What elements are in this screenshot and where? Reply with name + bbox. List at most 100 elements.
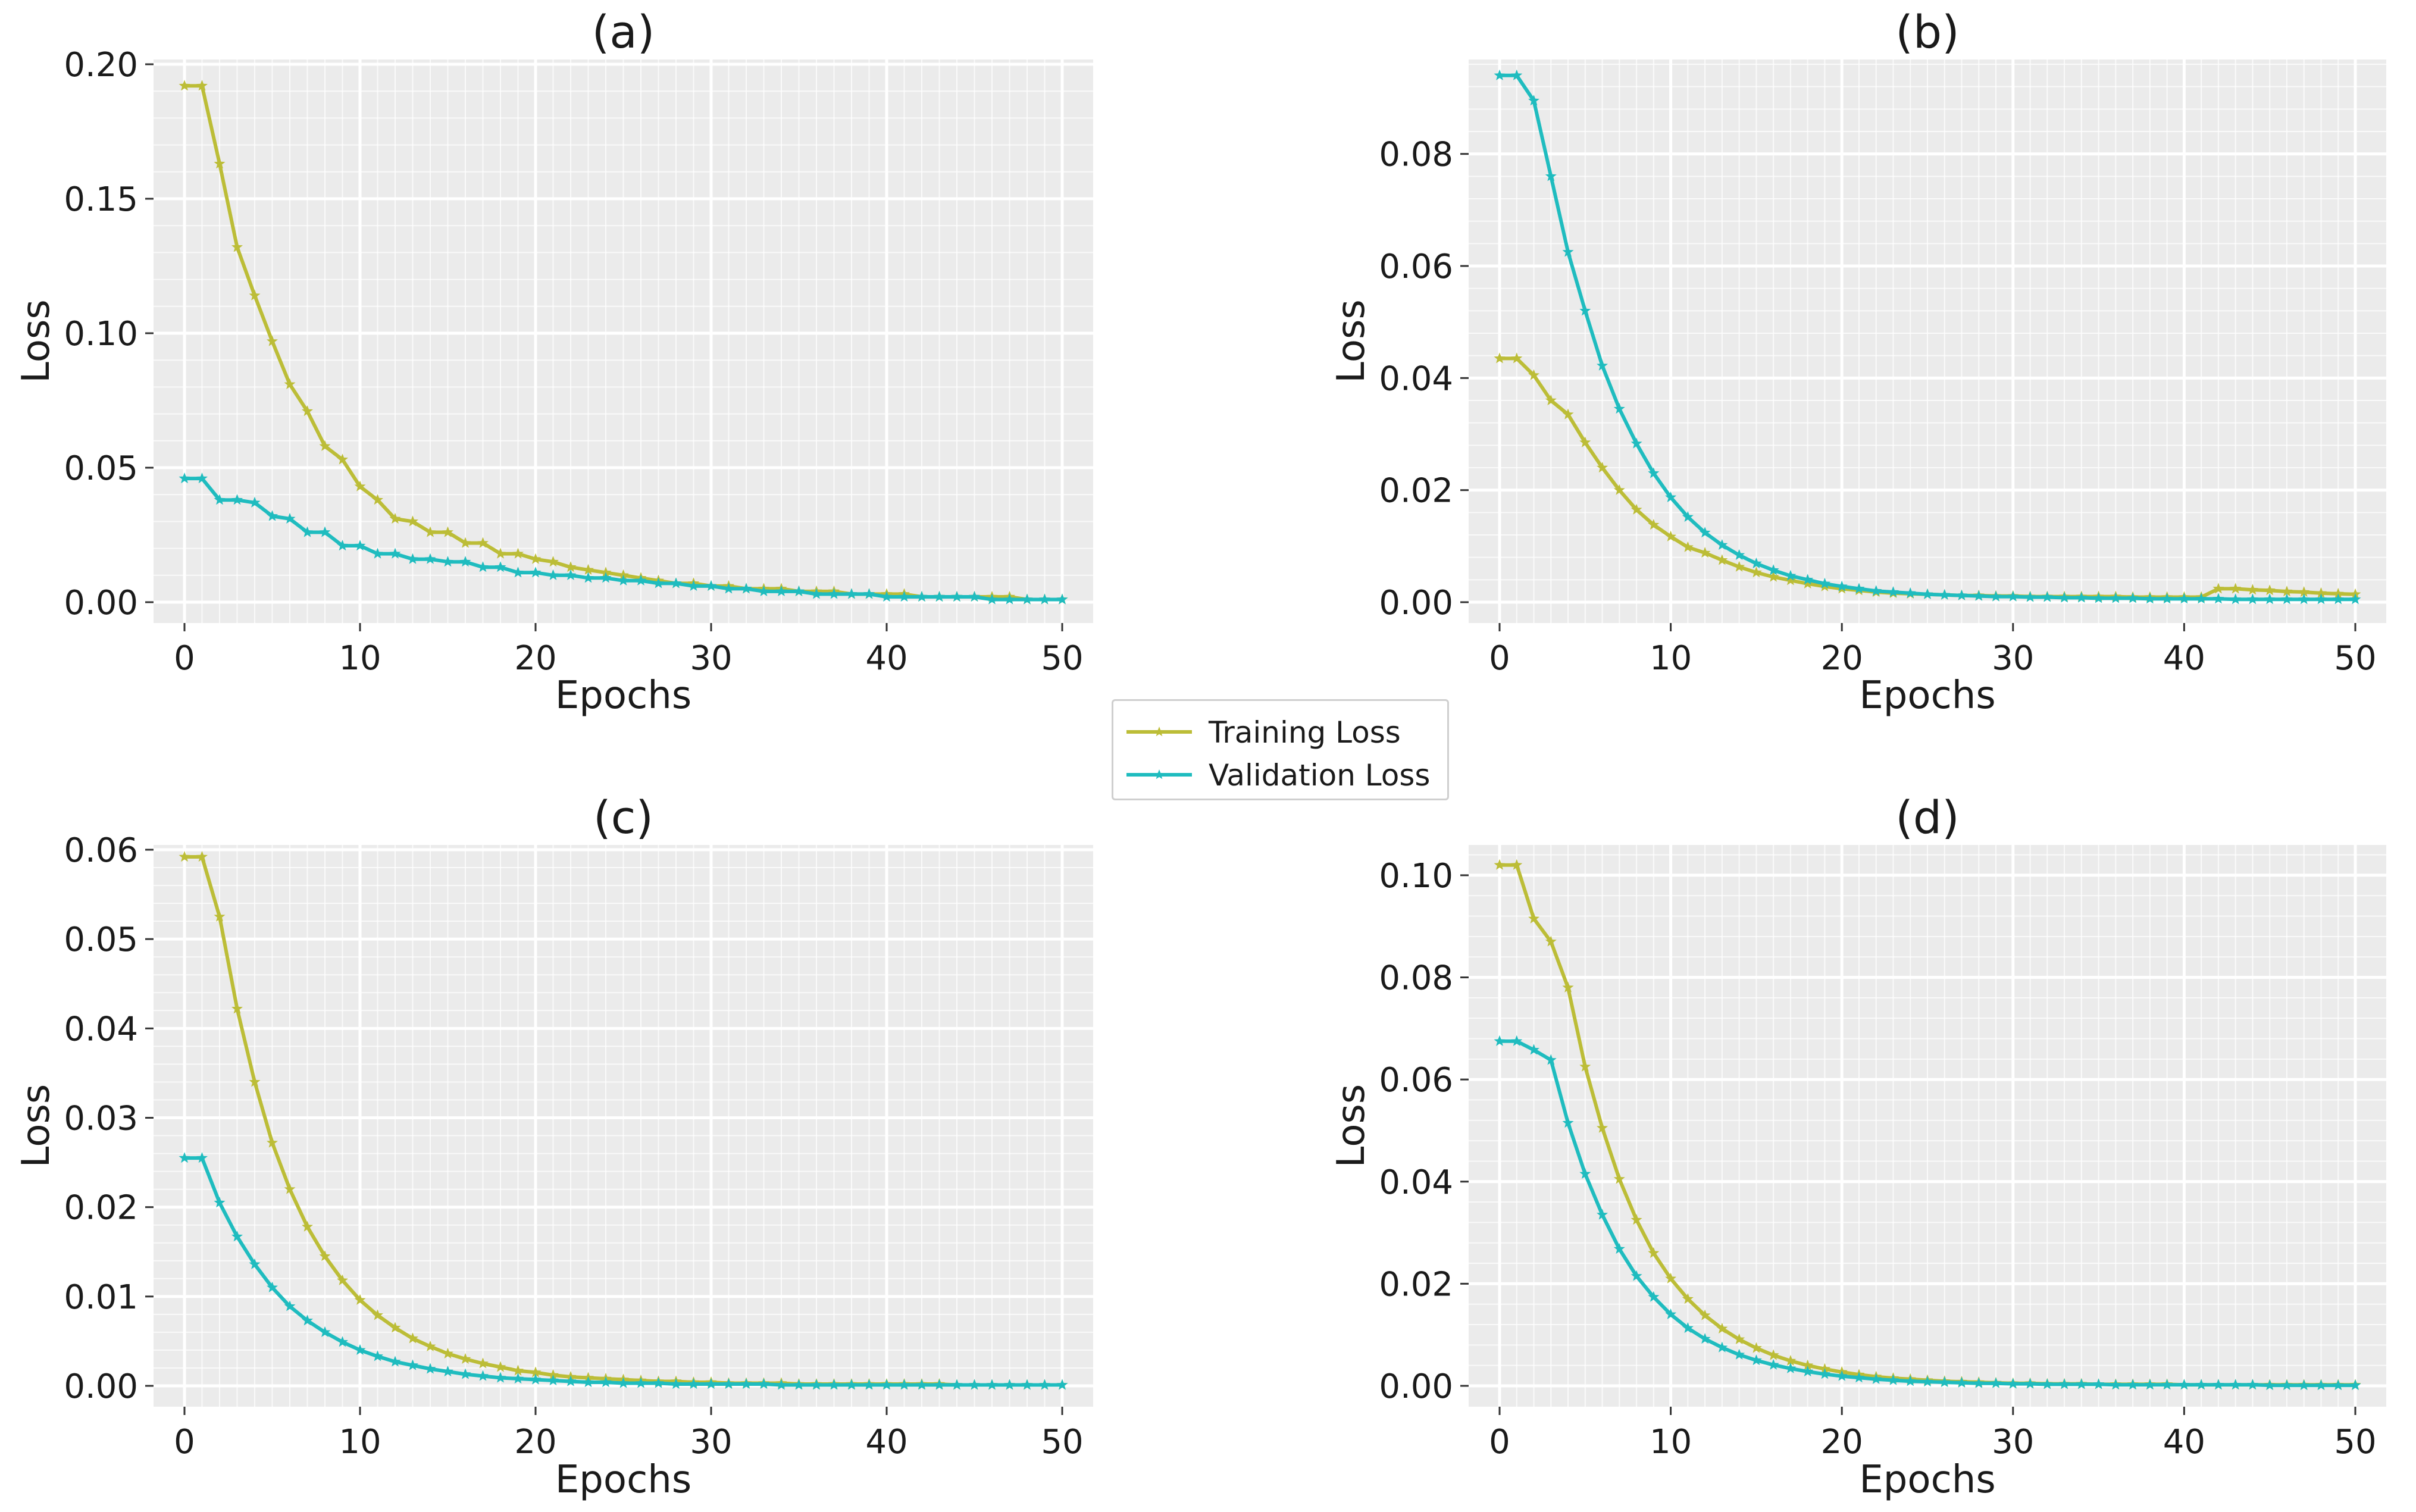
panel-d-validation-point [2264,1379,2276,1391]
panel-c-training-point [284,1183,296,1194]
panel-a-validation-point [530,566,542,578]
panel-d-training-point [1648,1247,1660,1258]
panel-c-validation-point [196,1152,208,1163]
panel-a-validation-point [267,510,278,521]
panel-a-validation-point [1056,593,1068,605]
panel-a-training-point [530,553,542,564]
panel-a-training-point [477,537,489,548]
panel-b-x-tick-label: 40 [2163,639,2205,678]
panel-c-validation-point [512,1373,524,1384]
panel-c-training-point [231,1003,243,1014]
panel-d-x-axis-label: Epochs [1859,1458,1995,1502]
panel-a-validation-point [1039,593,1050,605]
panel-d-validation-point [2195,1379,2207,1390]
panel-d-validation-point [1528,1044,1539,1055]
panel-c-validation-point [214,1197,226,1208]
panel-a-validation-point [670,577,682,588]
panel-b-x-tick-label: 20 [1821,639,1863,678]
panel-b-training-point [1494,352,1506,364]
panel-c-validation-point [459,1368,471,1379]
panel-b-y-tick-label: 0.06 [1379,248,1453,286]
panel-d-x-tick-label: 40 [2163,1423,2205,1461]
panel-b-y-tick-label: 0.08 [1379,136,1453,174]
panel-b-validation-point [1836,580,1848,591]
panel-a-validation-point [705,580,717,591]
panel-c-validation-point [899,1379,910,1390]
panel-a-y-tick-label: 0.15 [64,180,138,219]
panel-a-validation-point [319,526,331,537]
panel-c-training-point [179,851,190,862]
panel-c-training-point [267,1137,278,1148]
panel-a-validation-point [196,472,208,484]
panel-a-validation-point [793,585,805,596]
panel-a-training-point [407,515,418,527]
panel-a-x-tick-label: 10 [339,639,381,678]
panel-a-validation-point [284,512,296,524]
panel-c-x-tick-label: 20 [514,1423,556,1461]
panel-c-validation-point [881,1379,893,1390]
panel-d-y-tick-label: 0.10 [1379,857,1453,896]
panel-a-validation-point [302,526,313,537]
panel-c-x-tick-label: 10 [339,1423,381,1461]
panel-d-validation-point [1973,1377,1985,1388]
panel-a-validation-point [512,566,524,578]
panel-a-validation-point [424,553,436,564]
panel-d-training-point [1750,1342,1762,1353]
panel-d-validation-point [1665,1308,1677,1319]
legend-training-label: Training Loss [1209,715,1401,750]
panel-a-training-point [547,556,559,567]
panel-c-training-point [424,1340,436,1351]
panel-c-training-point [495,1361,506,1372]
panel-d-training-point [1631,1214,1642,1225]
panel-d-training-point [1528,912,1539,924]
panel-d-y-tick-label: 0.04 [1379,1163,1453,1202]
panel-c-y-tick-label: 0.06 [64,831,138,870]
panel-d-validation-point [1750,1354,1762,1366]
panel-b-training-point [1716,554,1728,565]
panel-b-validation-point [1528,95,1539,106]
panel-c-training-point [337,1274,348,1285]
panel-b-validation-point [2110,592,2121,603]
panel-d-validation-point [2024,1378,2036,1389]
panel-a-validation-point [951,591,963,602]
panel-a-y-tick-label: 0.05 [64,449,138,488]
panel-b-training-point [1785,574,1797,586]
panel-c-validation-point [337,1336,348,1347]
panel-a-training-point [179,80,190,91]
panel-c-y-tick-label: 0.02 [64,1189,138,1228]
panel-d-validation-point [2076,1378,2088,1389]
panel-a-validation-point [775,585,787,596]
panel-b-validation-point [1733,549,1745,560]
panel-d-validation-point [1921,1376,1933,1387]
panel-a-validation-point [495,561,506,572]
panel-a-validation-point [1021,593,1033,605]
panel-d-validation-point [2246,1379,2258,1390]
panel-b-validation-point [1990,590,2002,602]
panel-b-validation-point [1853,583,1865,594]
panel-b-training-point [1579,436,1591,447]
panel-b-training-point [1613,484,1625,495]
panel-c-validation-point [407,1359,418,1370]
panel-b-training-point [2332,587,2344,599]
panel-d-training-point [1716,1322,1728,1333]
panel-d-validation-point [1836,1370,1848,1381]
panel-b-validation-point [1597,359,1608,371]
panel-c-training-point [196,851,208,862]
panel-c-validation-point [723,1378,734,1389]
panel-a-validation-point [916,591,928,602]
panel-a-y-tick-label: 0.20 [64,46,138,84]
panel-d-training-point [1733,1333,1745,1344]
panel-a-training-point [583,564,594,575]
panel-d-validation-point [1990,1377,2002,1388]
panel-d-validation-point [1956,1376,1967,1388]
panel-b-validation-point [2230,593,2242,605]
panel-c-validation-point [951,1379,963,1390]
panel-c-validation-point [477,1370,489,1381]
legend: Training Loss Validation Loss [1112,699,1449,800]
panel-b-validation-point [2281,593,2293,605]
legend-validation-marker [1154,769,1165,780]
panel-c-validation-point [284,1300,296,1311]
panel-c-validation-point [863,1379,875,1390]
panel-a-validation-point [1004,593,1015,605]
panel-d-training-point [1682,1293,1694,1304]
